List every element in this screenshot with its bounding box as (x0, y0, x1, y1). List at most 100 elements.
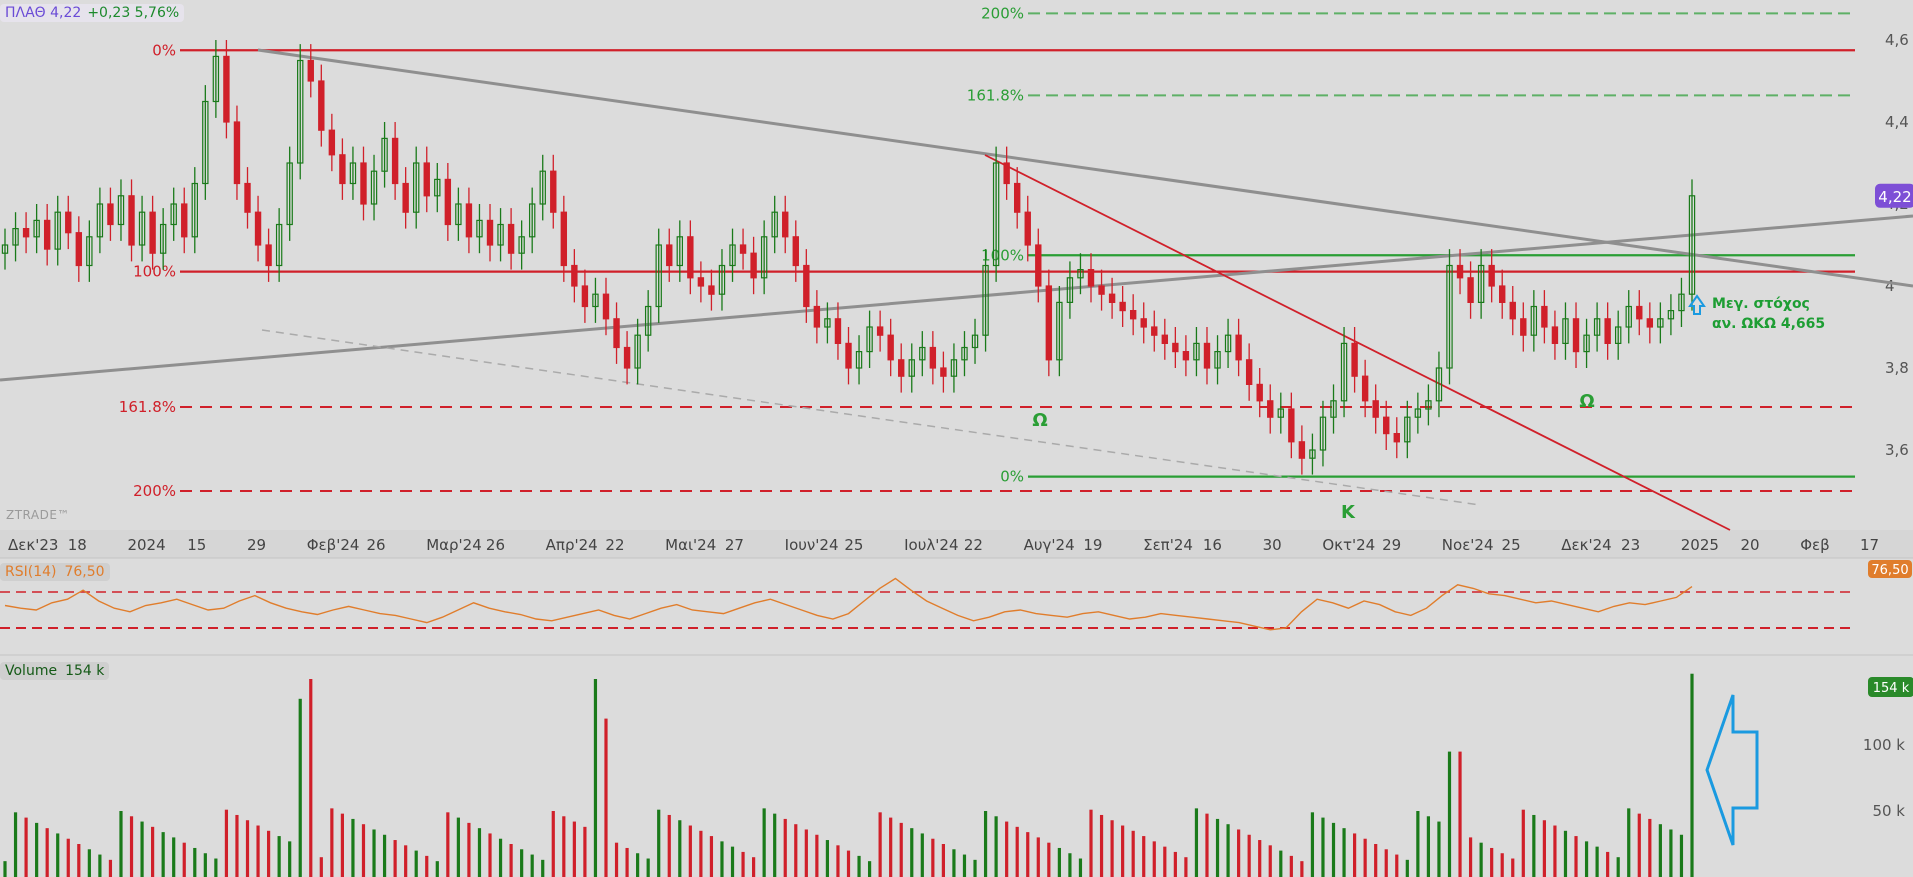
date-tick-label: Απρ'24 (546, 536, 598, 554)
volume-bar (256, 825, 260, 877)
date-tick-label: 25 (844, 536, 863, 554)
candle-body (33, 219, 40, 238)
date-tick-label: 2024 (127, 536, 165, 554)
volume-bar (572, 821, 576, 877)
candle-body (107, 203, 114, 226)
pattern-label: Κ (1341, 502, 1356, 523)
volume-bar (1194, 808, 1199, 877)
volume-bar (530, 854, 534, 877)
candle-body (1541, 305, 1548, 328)
volume-bar (1205, 813, 1209, 877)
date-tick-label: 17 (1860, 536, 1879, 554)
date-tick-label: Οκτ'24 (1322, 536, 1375, 554)
volume-bar (657, 809, 661, 877)
fib-level-label: 100% (133, 263, 176, 281)
volume-bar (1005, 821, 1009, 877)
candle-body (1551, 326, 1559, 344)
date-tick-label: Φεβ (1800, 536, 1830, 554)
volume-bar (593, 679, 598, 877)
volume-bar (108, 859, 113, 877)
rsi-value: 76,50 (64, 564, 105, 580)
candle-body (1509, 301, 1516, 320)
candle-body (1393, 433, 1400, 443)
volume-bar (1542, 820, 1546, 877)
volume-bar (1532, 814, 1536, 877)
volume-bar (720, 841, 724, 877)
date-tick-label: 20 (1741, 536, 1760, 554)
volume-bar (1458, 751, 1462, 877)
date-tick-label: 26 (486, 536, 505, 554)
candle-body (845, 342, 852, 369)
fib-level-label: 0% (1000, 468, 1024, 486)
candle-body (149, 211, 156, 254)
volume-bar (1237, 829, 1241, 877)
fib-level-label: 0% (152, 41, 176, 59)
volume-bar (1099, 814, 1104, 877)
date-tick-label: 15 (187, 536, 206, 554)
volume-bar (1384, 849, 1388, 877)
volume-bar (309, 679, 313, 877)
volume-bar (1479, 842, 1483, 877)
volume-bar (235, 814, 239, 877)
volume-bar (351, 818, 355, 877)
candle-body (571, 264, 578, 287)
volume-bar (119, 811, 123, 877)
date-tick-label: 22 (964, 536, 983, 554)
candle-body (402, 182, 409, 213)
volume-bar (920, 833, 924, 877)
volume-bar (636, 853, 640, 877)
volume-bar (330, 808, 334, 877)
volume-bar (24, 817, 28, 877)
candle-body (581, 285, 589, 308)
date-tick-label: Μαι'24 (665, 536, 716, 554)
candle-body (1013, 182, 1021, 213)
candle-body (708, 285, 715, 295)
volume-bar (1310, 812, 1315, 877)
candle-body (465, 203, 473, 238)
date-tick-label: 29 (1382, 536, 1401, 554)
volume-bar (56, 833, 60, 877)
target-annotation: Μεγ. στόχος αν. ΩΚΩ 4,665 (1712, 294, 1825, 334)
rsi-value-badge-label: 76,50 (1871, 563, 1908, 578)
candle-body (1256, 383, 1263, 402)
date-tick-label: 18 (68, 536, 87, 554)
volume-bar (161, 832, 165, 877)
volume-tick-label: 50 k (1872, 802, 1905, 820)
volume-bar (1637, 813, 1641, 877)
candle-body (1572, 318, 1580, 353)
volume-bar (1331, 822, 1336, 877)
volume-bar (477, 828, 482, 877)
candle-body (687, 236, 694, 279)
candle-body (1446, 264, 1453, 369)
date-tick-label: Ιουλ'24 (904, 536, 958, 554)
candle-body (1267, 400, 1274, 418)
date-tick-label: Σεπ'24 (1143, 536, 1193, 554)
candle-body (275, 223, 283, 267)
candle-body (391, 137, 399, 185)
volume-bar (1152, 841, 1156, 877)
last-price-badge-label: 4,22 (1878, 188, 1911, 206)
volume-bar (1268, 845, 1272, 877)
volume-bar (1690, 673, 1694, 877)
price-tick-label: 4 (1885, 277, 1895, 295)
volume-bar (1068, 853, 1072, 877)
fib-level-label: 161.8% (119, 398, 176, 416)
volume-bar (498, 838, 503, 877)
candle-body (1435, 367, 1443, 402)
candle-body (1309, 449, 1316, 459)
candle-body (1499, 285, 1506, 303)
candle-body (75, 232, 83, 267)
volume-bar (1563, 830, 1568, 877)
candle-body (1583, 334, 1590, 353)
candle-body (497, 223, 504, 246)
candle-body (782, 211, 789, 238)
volume-bar (1574, 836, 1578, 877)
trendline-ascending (0, 214, 1913, 382)
volume-bar (1490, 847, 1494, 877)
candle-body (729, 244, 736, 267)
volume-bar (87, 849, 91, 877)
candle-body (919, 346, 926, 361)
volume-bar (1173, 851, 1177, 877)
trendline-channel (261, 329, 1481, 506)
